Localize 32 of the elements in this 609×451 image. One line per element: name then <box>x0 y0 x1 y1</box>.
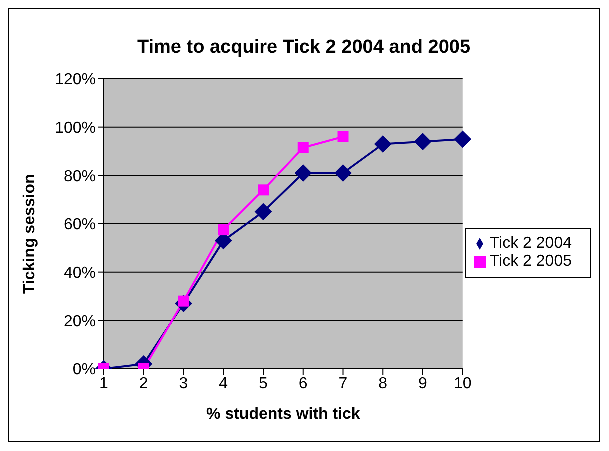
chart-title: Time to acquire Tick 2 2004 and 2005 <box>136 37 472 60</box>
point <box>255 203 272 220</box>
x-tick-label: 2 <box>139 375 148 392</box>
point <box>258 184 269 196</box>
point <box>298 142 309 154</box>
point <box>334 164 352 182</box>
point <box>414 133 432 150</box>
y-tick-label: 40% <box>64 265 96 282</box>
x-tick-label: 7 <box>338 375 348 392</box>
x-tick-label: 3 <box>179 375 188 392</box>
x-tick-label: 1 <box>100 375 109 392</box>
legend-label: Tick 2 2005 <box>490 253 572 270</box>
y-tick-label: 100% <box>55 120 96 138</box>
legend-label: Tick 2 2004 <box>490 235 572 252</box>
y-axis-title: Ticking session <box>22 174 39 294</box>
point <box>294 164 312 182</box>
x-tick-label: 10 <box>454 375 472 392</box>
x-tick-label: 6 <box>298 375 308 392</box>
y-tick-label: 60% <box>64 216 96 234</box>
x-tick-label: 5 <box>259 375 268 392</box>
y-tick-label: 0% <box>72 362 96 379</box>
x-tick-label: 4 <box>219 375 228 392</box>
x-tick-label: 9 <box>418 375 428 392</box>
y-tick-label: 120% <box>55 72 96 89</box>
y-tick-label: 80% <box>64 168 96 186</box>
point <box>454 130 472 148</box>
point <box>374 136 392 153</box>
point <box>218 224 230 236</box>
y-tick-label: 20% <box>64 313 96 330</box>
point <box>338 132 349 142</box>
x-axis-title: % students with tick <box>206 406 360 423</box>
x-tick-label: 8 <box>378 375 388 392</box>
